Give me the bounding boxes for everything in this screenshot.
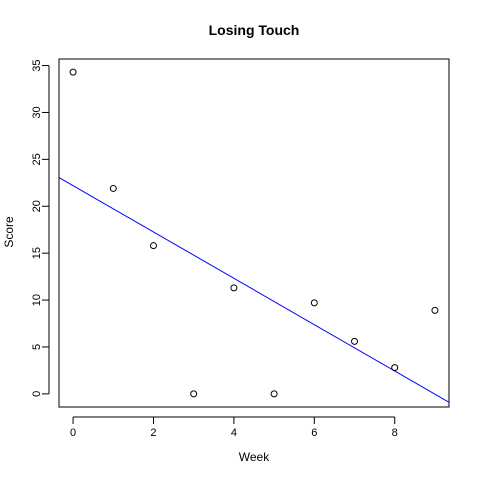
data-point (69, 68, 77, 76)
y-tick-label: 25 (31, 153, 43, 165)
y-tick-label: 0 (31, 391, 43, 397)
y-axis: 0 5 10 15 20 25 30 35 (31, 59, 50, 397)
chart-title: Losing Touch (209, 22, 300, 38)
data-point (310, 299, 318, 307)
y-axis-label: Score (2, 216, 16, 248)
fit-line-layer (58, 177, 450, 403)
points-layer (69, 68, 439, 398)
x-tick-label: 8 (392, 427, 398, 439)
x-tick-label: 2 (150, 427, 156, 439)
y-tick-label: 20 (31, 200, 43, 212)
data-point (351, 337, 359, 345)
y-tick-label: 35 (31, 59, 43, 71)
data-point (109, 184, 117, 192)
x-axis-label: Week (239, 450, 270, 464)
data-point (431, 306, 439, 314)
data-point (149, 242, 157, 250)
data-point (230, 284, 238, 292)
data-point (270, 390, 278, 398)
regression-line (58, 177, 450, 403)
data-point (190, 390, 198, 398)
data-point (391, 364, 399, 372)
x-tick-label: 6 (311, 427, 317, 439)
x-tick-label: 4 (231, 427, 237, 439)
x-axis: 0 2 4 6 8 (70, 416, 398, 439)
y-tick-label: 15 (31, 247, 43, 259)
y-tick-label: 30 (31, 106, 43, 118)
x-tick-label: 0 (70, 427, 76, 439)
plot-frame (58, 58, 450, 408)
y-tick-label: 10 (31, 294, 43, 306)
y-tick-label: 5 (31, 344, 43, 350)
